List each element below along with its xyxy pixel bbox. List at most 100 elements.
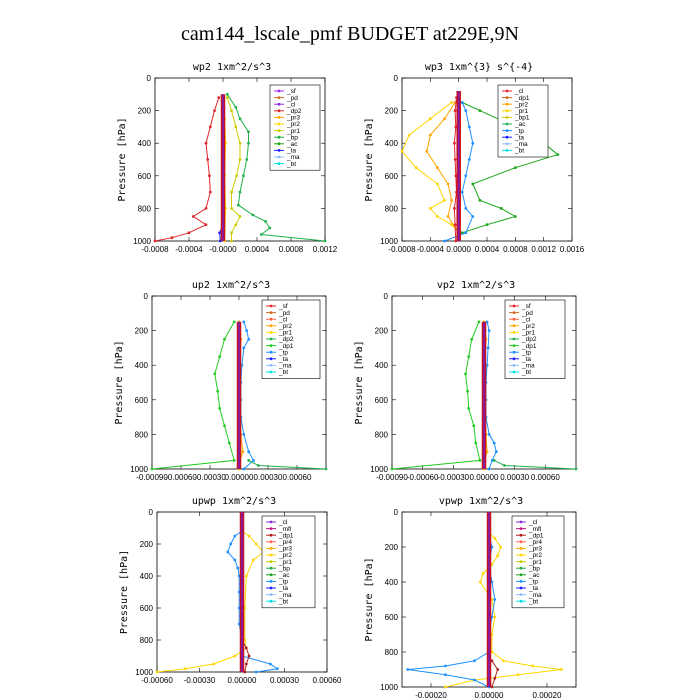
- legend-label: _ma: [286, 154, 300, 161]
- series-point-ac: [478, 109, 482, 112]
- series-point-dp2: [217, 96, 221, 99]
- legend-marker: [277, 89, 281, 93]
- series-point-pr1: [238, 158, 242, 161]
- series-point-ac: [499, 207, 503, 210]
- legend-marker: [512, 311, 516, 314]
- y-tick-label: 0: [147, 74, 152, 83]
- x-tick-label: -0.0004: [175, 245, 203, 254]
- legend-label: _ta: [278, 585, 288, 592]
- legend-label: _pd: [521, 310, 533, 317]
- legend-label: _bt: [521, 369, 531, 376]
- series-point-pr2: [444, 685, 447, 689]
- series-point-pr2: [436, 182, 439, 186]
- legend-marker: [512, 364, 516, 367]
- series-point-dp2: [453, 207, 456, 210]
- legend-label: _bp: [286, 134, 298, 141]
- legend-marker: [512, 317, 516, 321]
- series-point-dp2: [206, 158, 210, 161]
- series-point-pr2: [428, 207, 432, 210]
- legend-label: _tp: [528, 579, 538, 586]
- series-point-tp: [254, 670, 258, 674]
- series-point-bp: [242, 174, 245, 178]
- series-point-dp1: [470, 337, 474, 341]
- series-point-bp: [236, 203, 240, 207]
- series-point-pr1: [225, 96, 229, 99]
- series-point-ac: [247, 459, 251, 462]
- series-point-tp: [242, 467, 246, 471]
- series-point-bp: [234, 105, 238, 109]
- y-tick-label: 1000: [135, 668, 153, 677]
- series-point-tp: [460, 190, 464, 194]
- series-point-dp1: [478, 459, 482, 462]
- series-point-tp: [252, 459, 255, 462]
- series-point-ac: [503, 464, 506, 467]
- y-tick-label: 1000: [130, 465, 148, 474]
- series-point-pr2: [516, 673, 520, 677]
- legend-marker: [269, 547, 273, 550]
- series-line-dp1: [151, 321, 235, 470]
- legend-marker: [505, 89, 509, 93]
- y-axis-label: Pressure [hPa]: [117, 117, 128, 201]
- series-point-dp1: [223, 424, 226, 428]
- legend-label: _sf: [286, 88, 296, 95]
- legend-label: _cl: [514, 88, 524, 95]
- series-point-dp2: [204, 141, 208, 145]
- series-point-tp: [492, 441, 496, 445]
- series-line-tp: [227, 530, 279, 673]
- series-point-bp: [247, 130, 250, 134]
- y-axis-label: Pressure [hPa]: [364, 557, 375, 641]
- legend-marker: [519, 547, 523, 550]
- series-point-dp1: [232, 320, 236, 324]
- y-tick-label: 800: [140, 636, 154, 645]
- y-tick-label: 600: [135, 396, 149, 405]
- legend-marker: [519, 533, 523, 537]
- legend-marker: [269, 364, 273, 367]
- x-tick-label: 0.0012: [313, 245, 338, 254]
- legend-label: _pr1: [278, 330, 292, 337]
- y-tick-label: 200: [385, 543, 399, 552]
- legend-label: _ta: [286, 148, 296, 155]
- series-point-tp: [464, 231, 468, 235]
- series-point-pr3: [425, 150, 429, 153]
- x-tick-label: 0.0016: [560, 245, 585, 254]
- x-tick-label: -0.00090: [376, 473, 408, 482]
- series-point-ac: [513, 215, 517, 218]
- legend-label: _pr3: [528, 546, 542, 553]
- y-tick-label: 1000: [370, 465, 388, 474]
- legend-label: _pr4: [278, 539, 292, 546]
- series-line-pr2: [401, 102, 460, 234]
- legend-label: _ta: [514, 134, 524, 141]
- legend-marker: [269, 324, 273, 328]
- series-point-pr1: [238, 215, 242, 218]
- legend-marker: [277, 135, 281, 139]
- series-point-bp: [238, 190, 242, 194]
- legend-marker: [269, 311, 273, 314]
- x-tick-label: 0.0008: [503, 245, 528, 254]
- legend-label: _dp1: [278, 532, 294, 539]
- series-point-pr2: [183, 667, 187, 671]
- series-point-dp1: [477, 320, 481, 324]
- legend-label: _pr1: [521, 330, 535, 337]
- series-point-dp1: [496, 668, 500, 671]
- y-axis-label: Pressure [hPa]: [119, 550, 130, 634]
- x-tick-label: -0.0008: [388, 245, 416, 254]
- legend-label: _pr2: [521, 323, 535, 330]
- legend-marker: [505, 109, 509, 113]
- series-line-dp2: [453, 97, 458, 242]
- series-point-tp: [236, 566, 240, 570]
- figure-title: cam144_lscale_pmf BUDGET at229E,9N: [181, 23, 519, 45]
- panel-title: wp3 1xm^{3} s^{-4}: [425, 62, 533, 73]
- legend-marker: [519, 520, 523, 524]
- x-tick-label: -0.00090: [136, 473, 168, 482]
- legend-label: _tp: [278, 349, 288, 356]
- series-point-pr2: [436, 215, 439, 218]
- series-point-dp1: [244, 662, 248, 666]
- series-point-dp2: [170, 236, 174, 240]
- series-point-tp: [485, 363, 489, 367]
- series-point-pr1: [230, 231, 233, 235]
- legend-label: _pr4: [528, 539, 542, 546]
- legend-marker: [269, 553, 273, 557]
- series-point-dp1: [390, 467, 394, 471]
- series-point-pr2: [212, 662, 216, 666]
- y-tick-label: 400: [375, 361, 389, 370]
